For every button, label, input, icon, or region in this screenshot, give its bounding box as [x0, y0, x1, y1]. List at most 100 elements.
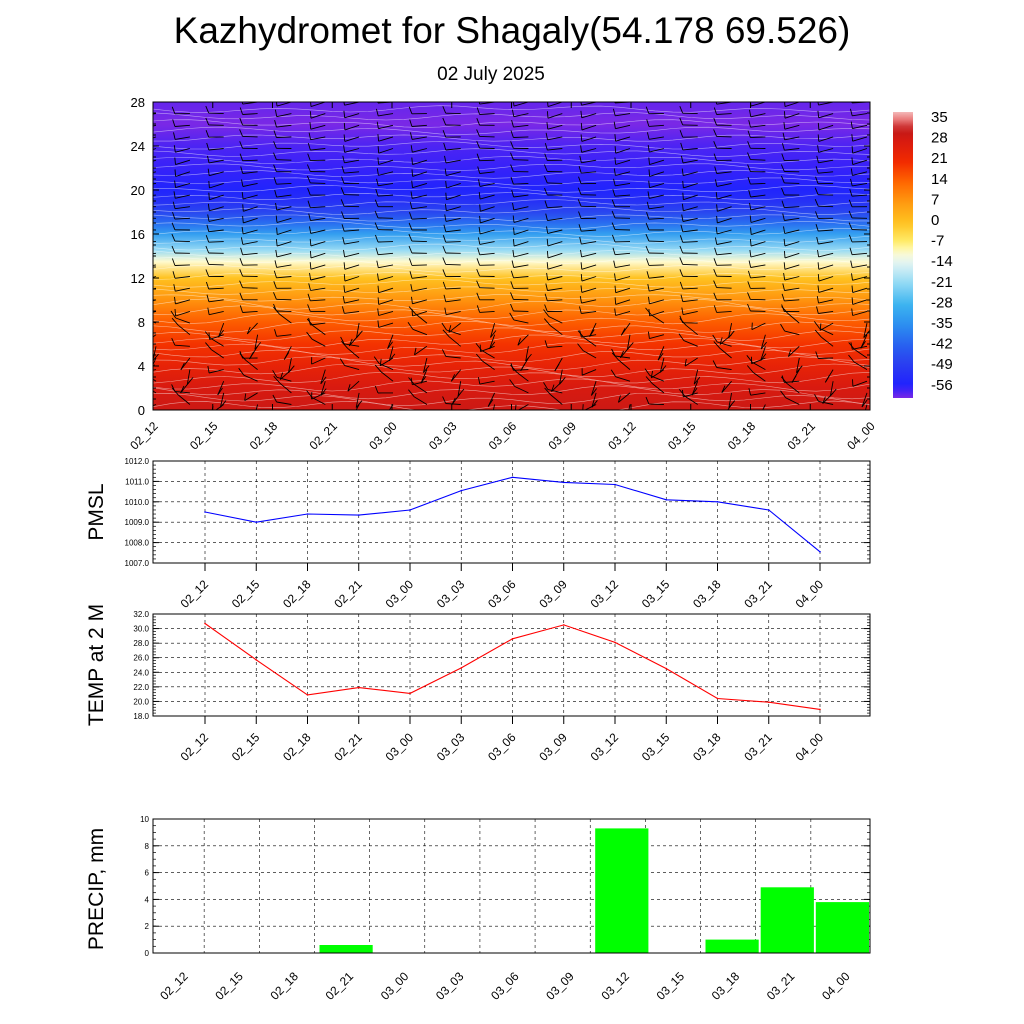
wind-barb-flag	[420, 376, 427, 384]
wind-barb-flag	[476, 280, 481, 288]
plot-frame	[152, 818, 871, 954]
wind-barb-flag	[646, 95, 649, 102]
colorbar-fill	[893, 112, 913, 398]
wind-barb-shaft	[626, 334, 631, 350]
wind-barb-flag	[375, 247, 379, 255]
wind-barb-flag	[513, 227, 515, 235]
wind-barb-shaft	[412, 136, 427, 140]
wind-barb-flag	[747, 303, 751, 312]
wind-barb-shaft	[217, 381, 225, 396]
wind-barb-flag	[273, 281, 277, 289]
wind-barb-flag	[274, 189, 278, 198]
wind-barb-flag	[863, 330, 870, 338]
wind-barb-flag	[445, 180, 447, 189]
wind-barb-flag	[648, 296, 650, 304]
contour-line	[153, 286, 870, 295]
wind-barb-flag	[546, 250, 549, 258]
wind-barb-shaft	[559, 369, 563, 385]
wind-barb-flag	[172, 271, 176, 279]
wind-barb-shaft	[276, 182, 292, 185]
contour-line	[153, 313, 870, 326]
data-point	[768, 509, 770, 511]
wind-barb-flag	[407, 322, 414, 330]
contour-line	[153, 298, 870, 312]
wind-barb-flag	[817, 285, 820, 293]
wind-barb-flag	[476, 107, 481, 115]
wind-barb-shaft	[628, 404, 631, 410]
colorbar-label: -21	[931, 274, 953, 291]
wind-barb-flag	[340, 187, 345, 195]
wind-barb-shaft	[818, 148, 834, 153]
wind-barb-flag	[479, 215, 481, 223]
wind-barb-flag	[342, 236, 345, 245]
y-tick-label: 16	[131, 227, 145, 242]
wind-barb-flag	[578, 211, 582, 219]
wind-barb-flag	[241, 179, 244, 187]
wind-barb-flag	[343, 102, 345, 106]
wind-barb-shaft	[788, 345, 800, 357]
wind-barb-flag	[551, 384, 555, 392]
wind-barb-flag	[544, 153, 548, 161]
wind-barb-shaft	[861, 392, 868, 408]
contour-line	[153, 228, 870, 237]
wind-barb-shaft	[174, 217, 190, 220]
wind-barb-shaft	[513, 124, 529, 128]
x-tick-label: 03_12	[605, 419, 639, 453]
wind-barb-flag	[715, 102, 718, 105]
wind-barb-shaft	[615, 148, 631, 154]
wind-barb-shaft	[446, 310, 461, 316]
wind-barb-flag	[679, 106, 684, 114]
wind-barb-flag	[748, 260, 752, 268]
wind-barb-flag	[491, 412, 497, 419]
wind-barb-flag	[782, 213, 785, 221]
wind-barb-shaft	[153, 113, 157, 115]
wind-barb-flag	[678, 389, 686, 397]
wind-barb-flag	[510, 303, 514, 312]
wind-barb-flag	[238, 367, 245, 376]
wind-barb-shaft	[581, 241, 597, 245]
wind-barb-flag	[851, 134, 854, 142]
wind-barb-flag	[681, 168, 684, 176]
wind-barb-flag	[577, 187, 582, 195]
wind-barb-flag	[781, 200, 785, 208]
wind-barb-flag	[174, 157, 176, 165]
wind-barb-flag	[423, 365, 430, 373]
wind-barb-flag	[816, 296, 819, 304]
wind-barb-shaft	[684, 396, 698, 405]
wind-barb-shaft	[242, 113, 258, 115]
wind-barb-shaft	[852, 124, 868, 130]
wind-barb-shaft	[648, 217, 664, 220]
precip-bar	[319, 945, 373, 953]
wind-barb-flag	[620, 328, 626, 336]
wind-barb-flag	[645, 396, 650, 405]
wind-barb-shaft	[581, 124, 597, 131]
wind-barb-shaft	[288, 357, 292, 373]
wind-barb-shaft	[784, 102, 800, 108]
wind-barb-flag	[275, 249, 278, 257]
contour-line	[153, 105, 870, 113]
x-tick-label: 03_12	[588, 730, 622, 764]
wind-barb-shaft	[446, 206, 461, 212]
y-tick-label: 28.0	[133, 639, 149, 648]
wind-barb-flag	[815, 351, 819, 359]
wind-barb-flag	[442, 117, 447, 126]
wind-barb-shaft	[648, 264, 664, 266]
wind-barb-shaft	[752, 361, 766, 370]
wind-barb-shaft	[581, 113, 597, 119]
wind-barb-shaft	[310, 102, 326, 108]
wind-barb-shaft	[310, 241, 326, 247]
wind-barb-shaft	[682, 148, 698, 151]
y-tick-label: 12	[131, 271, 145, 286]
wind-barb-flag	[580, 274, 583, 282]
wind-barb-flag	[680, 224, 684, 232]
wind-barb-shaft	[818, 299, 834, 304]
wind-barb-flag	[217, 387, 223, 396]
y-tick-label: 0	[145, 949, 150, 958]
wind-barb-flag	[650, 370, 654, 378]
wind-barb-flag	[376, 178, 379, 186]
wind-barb-flag	[579, 236, 582, 245]
wind-barb-flag	[713, 107, 718, 115]
wind-barb-shaft	[378, 264, 394, 269]
wind-barb-shaft	[208, 229, 224, 233]
wind-barb-shaft	[716, 135, 732, 138]
